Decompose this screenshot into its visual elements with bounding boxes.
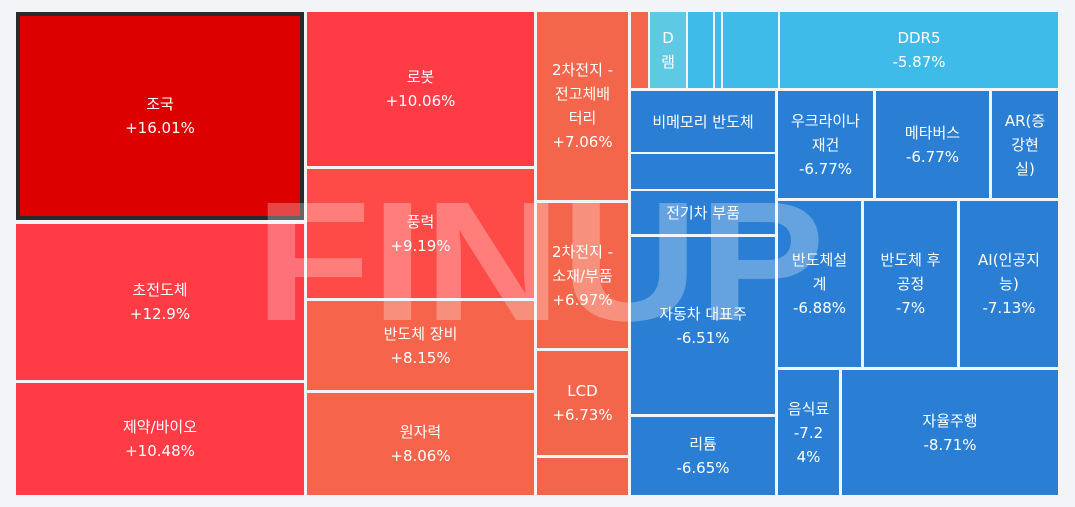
treemap-tile[interactable]: 제약/바이오 +10.48% — [16, 383, 304, 495]
tile-label: 리튬 — [689, 435, 717, 453]
treemap-tile[interactable]: 자율주행 -8.71% — [842, 370, 1058, 495]
tile-text: 리튬 -6.65% — [672, 432, 733, 480]
tile-text: 우크라이나 재건 -6.77% — [787, 109, 864, 181]
tile-value: +10.06% — [385, 92, 456, 110]
treemap-tile[interactable]: D 램 — [650, 12, 686, 88]
tile-value: -7% — [895, 299, 926, 317]
treemap-tile[interactable] — [688, 12, 713, 88]
tile-value: +9.19% — [390, 236, 451, 255]
tile-text: 메타버스 -6.77% — [901, 121, 964, 169]
treemap-tile[interactable]: 전기차 부품 — [631, 191, 775, 234]
tile-label: 2차전지 - 전고체배 터리 — [551, 61, 614, 127]
tile-label: AR(증 강현 실) — [1004, 111, 1046, 178]
tile-label: LCD — [567, 382, 598, 400]
tile-label: 자율주행 — [922, 411, 978, 430]
treemap-tile[interactable] — [537, 458, 628, 495]
treemap-tile[interactable] — [723, 12, 778, 88]
treemap-tile[interactable]: AI(인공지 능) -7.13% — [960, 201, 1058, 367]
treemap-tile[interactable]: LCD +6.73% — [537, 351, 628, 455]
treemap-tile[interactable]: 2차전지 - 소재/부품 +6.97% — [537, 203, 628, 348]
tile-text: 자율주행 -8.71% — [918, 409, 981, 457]
tile-label: 풍력 — [406, 212, 435, 231]
tile-label: 제약/바이오 — [122, 418, 198, 436]
treemap-tile[interactable]: 자동차 대표주 -6.51% — [631, 237, 775, 414]
tile-text: 2차전지 - 전고체배 터리 +7.06% — [548, 58, 617, 154]
tile-text: 음식료 -7.2 4% — [784, 397, 833, 469]
tile-text: AR(증 강현 실) — [1001, 109, 1049, 181]
treemap-tile[interactable]: 로봇 +10.06% — [307, 12, 534, 166]
tile-label: 음식료 — [787, 399, 830, 418]
tile-label: AI(인공지 능) — [978, 251, 1040, 293]
tile-text: 반도체설 계 -6.88% — [788, 248, 851, 320]
treemap-tile[interactable]: 반도체 후 공정 -7% — [864, 201, 957, 367]
tile-text: 로봇 +10.06% — [382, 65, 460, 113]
tile-value: +7.06% — [552, 133, 613, 151]
tile-value: -7.13% — [982, 299, 1036, 317]
treemap-tile[interactable]: 2차전지 - 전고체배 터리 +7.06% — [537, 12, 628, 200]
tile-label: 원자력 — [399, 423, 442, 441]
treemap-tile[interactable]: AR(증 강현 실) — [992, 91, 1058, 198]
tile-label: DDR5 — [897, 29, 941, 47]
tile-value: -5.87% — [892, 53, 946, 71]
tile-text: 반도체 장비 +8.15% — [380, 322, 462, 370]
tile-text: 제약/바이오 +10.48% — [119, 415, 201, 463]
tile-label: 메타버스 — [904, 123, 961, 142]
treemap-tile[interactable] — [631, 12, 648, 88]
tile-label: 전기차 부품 — [666, 203, 740, 222]
treemap-filler-tile — [631, 154, 775, 189]
tile-label: 반도체 후 공정 — [880, 251, 941, 293]
tile-text: 초전도체 +12.9% — [126, 278, 194, 326]
tile-label: 비메모리 반도체 — [652, 112, 754, 131]
tile-text: 원자력 +8.06% — [386, 420, 454, 468]
tile-text: AI(인공지 능) -7.13% — [974, 248, 1044, 320]
treemap-tile[interactable]: 조국 +16.01% — [16, 12, 304, 220]
treemap-tile[interactable]: 비메모리 반도체 — [631, 91, 775, 152]
tile-value: -6.51% — [676, 328, 730, 347]
tile-label: 조국 — [146, 95, 174, 113]
tile-text: 자동차 대표주 -6.51% — [655, 302, 751, 350]
tile-text: 조국 +16.01% — [121, 92, 199, 140]
tile-value: +8.06% — [390, 447, 451, 465]
tile-label: 반도체 장비 — [383, 324, 458, 343]
treemap-tile[interactable]: 원자력 +8.06% — [307, 393, 534, 495]
tile-value: -6.65% — [676, 459, 730, 477]
tile-text: 전기차 부품 — [662, 201, 744, 225]
tile-text: 반도체 후 공정 -7% — [877, 248, 945, 320]
tile-label: 2차전지 - 소재/부품 — [551, 242, 614, 285]
treemap-tile[interactable]: 리튬 -6.65% — [631, 417, 775, 495]
treemap-tile[interactable] — [715, 12, 721, 88]
treemap-tile[interactable]: DDR5 -5.87% — [780, 12, 1058, 88]
tile-value: +6.73% — [552, 406, 613, 424]
tile-value: -6.77% — [798, 159, 853, 178]
tile-label: 초전도체 — [132, 281, 188, 299]
tile-value: +10.48% — [125, 442, 195, 460]
tile-text: D 램 — [657, 26, 679, 74]
tile-label: 로봇 — [406, 68, 435, 86]
treemap-tile[interactable]: 반도체설 계 -6.88% — [778, 201, 861, 367]
tile-value: -6.88% — [792, 299, 847, 317]
tile-value: +8.15% — [390, 348, 451, 367]
treemap-tile[interactable]: 우크라이나 재건 -6.77% — [778, 91, 873, 198]
tile-text: LCD +6.73% — [548, 379, 616, 427]
tile-value: -6.77% — [905, 147, 960, 166]
tile-label: 자동차 대표주 — [659, 304, 747, 323]
tile-value: +6.97% — [552, 290, 613, 309]
tile-label: D 램 — [661, 29, 675, 71]
tile-value: -8.71% — [923, 435, 977, 454]
treemap-tile[interactable]: 메타버스 -6.77% — [876, 91, 989, 198]
tile-label: 우크라이나 재건 — [790, 111, 860, 154]
treemap-tile[interactable]: 풍력 +9.19% — [307, 169, 534, 298]
tile-value: -7.2 4% — [793, 423, 824, 466]
tile-text: 비메모리 반도체 — [648, 110, 757, 134]
treemap-tile[interactable]: 초전도체 +12.9% — [16, 224, 304, 380]
treemap-tile[interactable]: 음식료 -7.2 4% — [778, 370, 839, 495]
treemap-tile[interactable]: 반도체 장비 +8.15% — [307, 301, 534, 390]
tile-label: 반도체설 계 — [791, 251, 848, 293]
tile-text: DDR5 -5.87% — [888, 26, 949, 74]
tile-value: +12.9% — [129, 305, 191, 323]
tile-value: +16.01% — [125, 119, 195, 137]
tile-text: 2차전지 - 소재/부품 +6.97% — [548, 240, 617, 312]
tile-text: 풍력 +9.19% — [386, 210, 454, 258]
